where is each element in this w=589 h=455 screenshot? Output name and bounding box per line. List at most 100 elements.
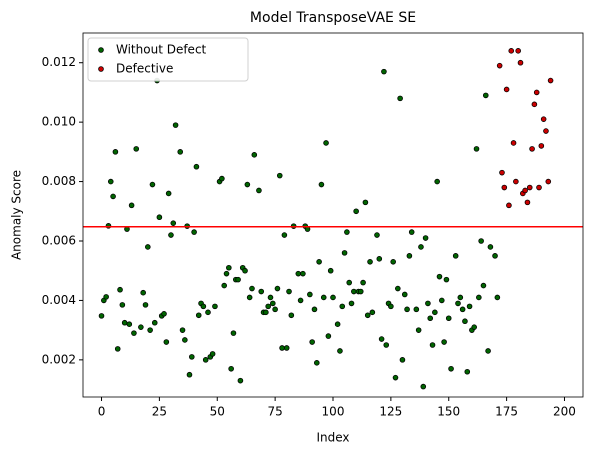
point [466, 303, 473, 310]
point [429, 342, 436, 348]
point [464, 368, 471, 375]
point [513, 178, 519, 185]
x-tick-label: 125 [379, 405, 402, 419]
point [487, 244, 494, 250]
point [420, 383, 427, 390]
point [351, 288, 357, 295]
point [212, 303, 218, 310]
point [149, 181, 156, 188]
point [496, 62, 503, 69]
point [482, 92, 489, 99]
point [374, 232, 380, 238]
legend-marker [98, 47, 104, 53]
point [455, 300, 461, 307]
point [522, 187, 528, 194]
point [367, 258, 373, 265]
point [360, 279, 366, 286]
y-tick-label: 0.004 [42, 293, 76, 307]
point [459, 306, 466, 313]
point [476, 294, 482, 301]
point [237, 377, 244, 384]
point [517, 59, 524, 66]
point [480, 282, 487, 289]
point [392, 374, 399, 381]
point [547, 77, 554, 84]
point [341, 250, 348, 256]
point [272, 306, 278, 313]
point [526, 184, 533, 191]
point [318, 181, 325, 188]
point [191, 229, 197, 235]
point [399, 357, 406, 363]
point [168, 232, 174, 238]
point [133, 146, 140, 152]
point [147, 327, 153, 333]
point [156, 214, 163, 221]
point [339, 303, 346, 310]
point [323, 140, 329, 146]
y-axis-label: Anomaly Score [10, 170, 24, 260]
point [538, 143, 545, 149]
point [471, 324, 478, 330]
point [249, 285, 255, 292]
point [142, 302, 149, 308]
point [441, 339, 447, 345]
point [195, 312, 202, 319]
point [381, 68, 387, 75]
point [436, 273, 443, 280]
point [327, 267, 334, 274]
point [279, 345, 285, 351]
point [307, 291, 313, 298]
point [300, 270, 306, 277]
point [485, 348, 491, 354]
point [313, 360, 320, 366]
y-tick-label: 0.012 [42, 55, 76, 69]
point [540, 116, 547, 122]
point [413, 306, 420, 313]
point [434, 178, 440, 185]
point [193, 163, 200, 170]
point [499, 169, 505, 176]
legend-marker [98, 66, 104, 72]
point [348, 300, 355, 307]
point [369, 309, 376, 316]
point [103, 294, 109, 300]
point [179, 327, 186, 333]
point [524, 199, 531, 206]
point [105, 223, 112, 229]
point [478, 238, 484, 244]
point [397, 95, 403, 102]
point [344, 229, 350, 235]
point [357, 288, 364, 295]
y-tick-label: 0.006 [42, 234, 76, 248]
point [378, 336, 385, 342]
point [473, 146, 480, 152]
point [536, 184, 542, 191]
point [219, 175, 225, 182]
x-tick-label: 200 [553, 405, 576, 419]
point [126, 321, 133, 328]
point [388, 303, 394, 310]
legend-label: Defective [116, 62, 173, 76]
point [265, 303, 271, 310]
point [242, 267, 248, 274]
x-tick-label: 0 [98, 405, 106, 419]
point [390, 258, 396, 265]
point [311, 306, 318, 313]
point [188, 354, 195, 360]
point [529, 146, 535, 152]
point [346, 279, 353, 286]
point [145, 244, 151, 250]
point [297, 297, 304, 304]
point [114, 346, 121, 352]
point [140, 289, 146, 296]
point [244, 181, 251, 188]
point [138, 324, 144, 330]
point [276, 172, 283, 179]
point [235, 276, 241, 283]
point [251, 152, 258, 158]
point [202, 357, 209, 363]
point [376, 256, 383, 262]
point [258, 288, 265, 295]
